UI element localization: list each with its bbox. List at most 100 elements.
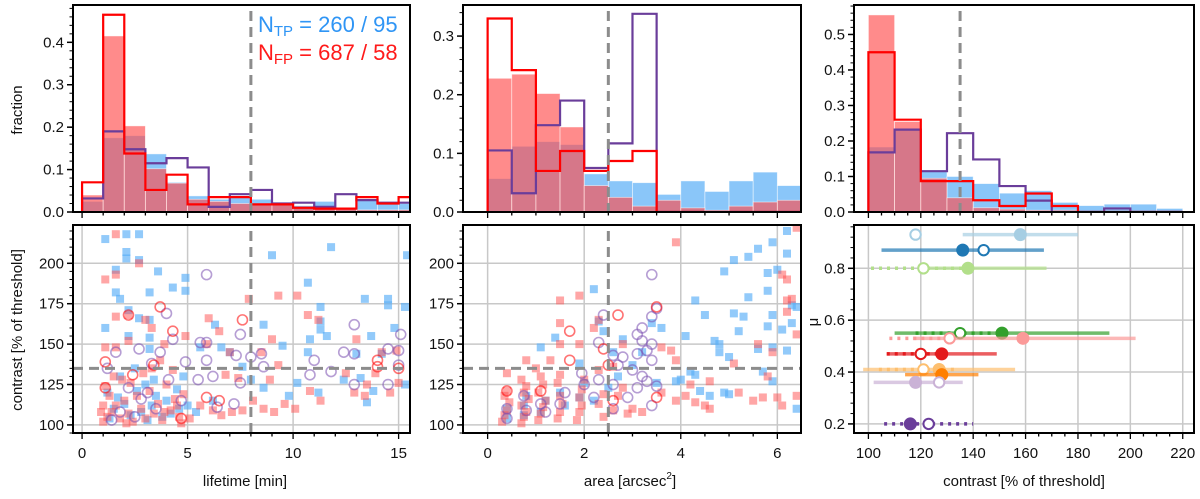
scatter-circle-tp-subset [141, 386, 154, 399]
hist-step-purple [867, 128, 1183, 212]
ylabel-mu: μ [805, 318, 822, 327]
x-tick-label: 6 [773, 445, 781, 462]
scatter-point-fp [705, 377, 714, 386]
x-tick-label: 2 [580, 445, 588, 462]
scatter-circle-fp-subset [175, 412, 188, 425]
scatter-point-fp [575, 291, 584, 300]
scatter-point-tp [763, 269, 772, 277]
scatter-point-fp [293, 291, 302, 300]
scatter-circle-fp-subset [200, 391, 213, 404]
scatter-point-fp [599, 390, 608, 399]
scatter-point-fp [107, 407, 116, 416]
scatter-point-fp [700, 401, 709, 410]
scatter-circle-tp-subset [650, 380, 663, 392]
scatter-circle-tp-subset [160, 307, 173, 320]
scatter-circle-fp-subset [371, 360, 384, 373]
scatter-circle-tp-subset [133, 343, 145, 355]
y-tick-label: 0.3 [824, 97, 845, 114]
scatter-circle-fp-subset [213, 394, 226, 407]
scatter-point-fp [691, 398, 700, 407]
scatter-point-fp [259, 404, 268, 413]
errorbar-open-marker [977, 243, 990, 257]
hist-bar-red [535, 93, 561, 212]
scatter-point-fp [139, 369, 148, 378]
scatter-point-tp [367, 332, 376, 341]
hist-bar-blue [704, 191, 730, 212]
scatter-circle-fp-subset [371, 354, 384, 367]
scatter-point-fp [274, 291, 283, 300]
scatter-point-tp [773, 265, 782, 274]
scatter-point-tp [787, 301, 796, 310]
scatter-circle-tp-subset [337, 346, 350, 358]
scatter-point-fp [782, 296, 791, 305]
scatter-circle-tp-subset [105, 414, 118, 426]
scatter-circle-tp-subset [228, 398, 240, 410]
scatter-point-tp [725, 390, 734, 399]
hist-bar-red [102, 35, 125, 212]
scatter-circle-tp-subset [162, 373, 175, 386]
hist-bar-blue [680, 180, 706, 212]
scatter-point-tp [101, 235, 110, 244]
scatter-point-fp [782, 275, 791, 284]
scatter-point-tp [267, 251, 276, 260]
scatter-point-fp [536, 372, 545, 381]
scatter-circle-tp-subset [641, 375, 653, 388]
scatter-point-tp [316, 325, 325, 334]
scatter-point-fp [522, 407, 531, 416]
scatter-point-fp [371, 369, 380, 378]
scatter-point-fp [758, 393, 767, 402]
scatter-point-tp [787, 319, 796, 328]
scatter-point-fp [749, 396, 758, 405]
x-tick-label: 5 [183, 445, 191, 462]
x-tick-label: 120 [908, 445, 933, 462]
scatter-point-tp [754, 344, 763, 353]
scatter-point-fp [519, 412, 528, 421]
hist-bar-red [559, 126, 585, 212]
y-tick-label: 100 [429, 417, 454, 434]
y-tick-label: 0.0 [433, 204, 454, 221]
scatter-circle-tp-subset [592, 373, 605, 386]
scatter-point-fp [787, 294, 796, 303]
scatter-point-fp [215, 327, 224, 336]
errorbar-open-marker [943, 332, 956, 345]
y-tick-label: 0.3 [433, 28, 454, 45]
scatter-circle-tp-subset [114, 406, 126, 418]
scatter-point-fp [778, 270, 787, 279]
scatter-point-tp [352, 349, 361, 358]
scatter-point-tp [141, 380, 150, 389]
scatter-point-fp [734, 388, 743, 397]
x-tick-label: 0 [483, 445, 491, 462]
scatter-point-fp [667, 346, 676, 355]
scatter-point-fp [314, 315, 323, 324]
scatter-point-fp [609, 406, 618, 415]
scatter-point-tp [208, 396, 217, 405]
scatter-circle-tp-subset [518, 390, 530, 402]
scatter-point-tp [284, 391, 293, 400]
scatter-point-fp [618, 383, 627, 392]
axes-frame [853, 4, 1195, 213]
scatter-point-tp [303, 278, 312, 287]
scatter-point-fp [111, 230, 120, 239]
x-tick-label: 160 [1013, 445, 1038, 462]
scatter-circle-tp-subset [626, 364, 639, 376]
scatter-point-tp [122, 230, 131, 239]
scatter-point-tp [647, 319, 656, 328]
scatter-point-tp [192, 407, 201, 416]
hist-bar-red [776, 199, 801, 212]
scatter-point-fp [589, 323, 598, 332]
scatter-point-fp [179, 390, 188, 399]
y-tick-label: 150 [429, 336, 454, 353]
scatter-point-fp [124, 409, 133, 418]
scatter-point-tp [135, 314, 144, 323]
scatter-point-tp [259, 320, 268, 329]
scatter-point-tp [744, 293, 753, 302]
legend-tp-sub: TP [274, 23, 293, 40]
scatter-point-tp [768, 377, 777, 386]
scatter-point-tp [551, 333, 560, 342]
scatter-point-tp [613, 372, 622, 381]
hist-step-red [867, 51, 1183, 212]
scatter-circle-tp-subset [392, 344, 405, 357]
hist-bar-red [656, 199, 682, 212]
legend-tp: NTP = 260 / 95 [258, 12, 398, 40]
y-tick-label: 0.5 [824, 26, 845, 43]
